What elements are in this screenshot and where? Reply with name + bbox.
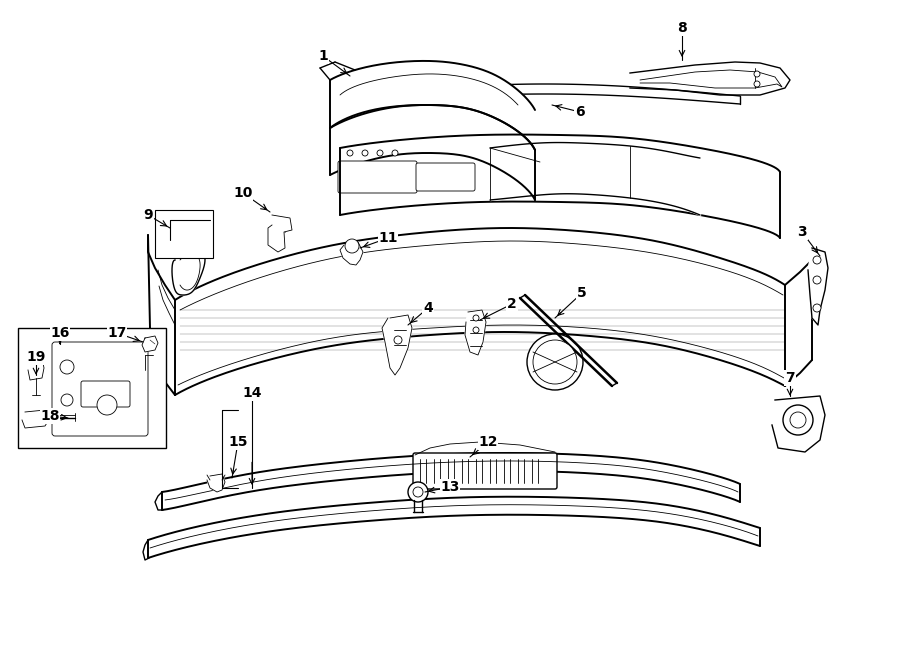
- Circle shape: [473, 327, 479, 333]
- Text: 11: 11: [378, 231, 398, 245]
- Circle shape: [362, 150, 368, 156]
- FancyBboxPatch shape: [52, 342, 148, 436]
- Text: 14: 14: [242, 386, 262, 400]
- Text: 6: 6: [575, 105, 585, 119]
- Text: 3: 3: [797, 225, 806, 239]
- Circle shape: [813, 304, 821, 312]
- Circle shape: [347, 150, 353, 156]
- FancyBboxPatch shape: [18, 328, 166, 448]
- Polygon shape: [808, 248, 828, 325]
- Circle shape: [377, 150, 383, 156]
- Circle shape: [473, 315, 479, 321]
- Circle shape: [813, 256, 821, 264]
- Circle shape: [408, 482, 428, 502]
- Circle shape: [533, 340, 577, 384]
- Text: 4: 4: [423, 301, 433, 315]
- Polygon shape: [465, 310, 486, 355]
- Polygon shape: [207, 474, 225, 492]
- Polygon shape: [268, 215, 292, 252]
- FancyBboxPatch shape: [338, 161, 417, 193]
- Circle shape: [790, 412, 806, 428]
- FancyBboxPatch shape: [416, 163, 475, 191]
- Polygon shape: [340, 242, 363, 265]
- Text: 19: 19: [26, 350, 46, 364]
- Polygon shape: [630, 62, 790, 95]
- Text: 12: 12: [478, 435, 498, 449]
- Circle shape: [754, 81, 760, 87]
- Text: 17: 17: [107, 326, 127, 340]
- Text: 18: 18: [40, 409, 59, 423]
- Polygon shape: [382, 315, 412, 375]
- Text: 9: 9: [143, 208, 153, 222]
- FancyBboxPatch shape: [413, 453, 557, 489]
- Text: 8: 8: [677, 21, 687, 35]
- FancyBboxPatch shape: [155, 210, 213, 258]
- Text: 15: 15: [229, 435, 248, 449]
- Polygon shape: [172, 245, 205, 295]
- FancyBboxPatch shape: [81, 381, 130, 407]
- Text: 7: 7: [785, 371, 795, 385]
- Circle shape: [392, 150, 398, 156]
- Circle shape: [754, 71, 760, 77]
- Circle shape: [783, 405, 813, 435]
- Circle shape: [413, 487, 423, 497]
- Circle shape: [813, 276, 821, 284]
- Text: 1: 1: [318, 49, 328, 63]
- Polygon shape: [22, 410, 50, 428]
- Text: 10: 10: [233, 186, 253, 200]
- Text: 2: 2: [507, 297, 517, 311]
- Circle shape: [394, 336, 402, 344]
- Polygon shape: [142, 336, 158, 352]
- Text: 5: 5: [577, 286, 587, 300]
- Polygon shape: [772, 396, 825, 452]
- Text: 16: 16: [50, 326, 69, 340]
- Text: 13: 13: [440, 480, 460, 494]
- Circle shape: [60, 360, 74, 374]
- Circle shape: [345, 239, 359, 253]
- Circle shape: [61, 394, 73, 406]
- Polygon shape: [28, 358, 44, 380]
- Circle shape: [97, 395, 117, 415]
- Circle shape: [527, 334, 583, 390]
